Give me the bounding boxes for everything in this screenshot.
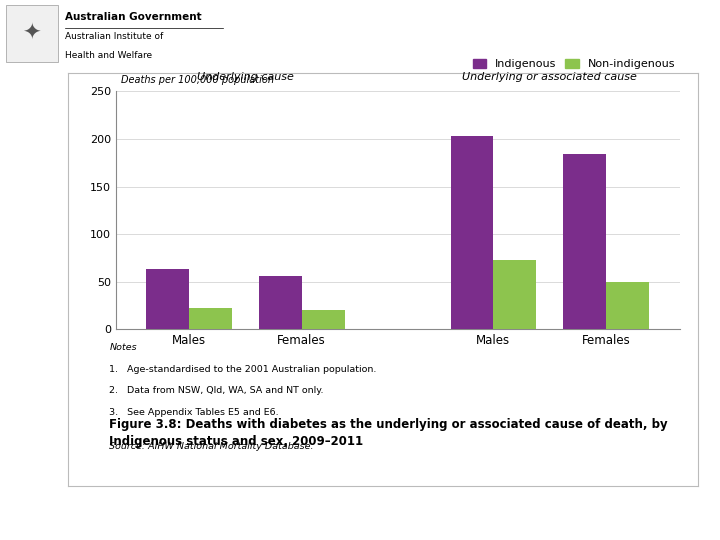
Bar [189,308,232,329]
Bar [451,136,493,329]
Text: 2.   Data from NSW, Qld, WA, SA and NT only.: 2. Data from NSW, Qld, WA, SA and NT onl… [109,387,324,395]
Bar [259,276,302,329]
Bar [563,154,606,329]
Legend: Indigenous, Non-indigenous: Indigenous, Non-indigenous [469,55,680,73]
Bar [606,282,649,329]
Text: Australian Government: Australian Government [65,12,202,22]
FancyBboxPatch shape [6,5,58,62]
Text: Notes: Notes [109,343,137,353]
Text: Deaths per 100,000 population: Deaths per 100,000 population [121,75,274,85]
Text: Underlying or associated cause: Underlying or associated cause [462,72,637,82]
Text: 1.   Age-standardised to the 2001 Australian population.: 1. Age-standardised to the 2001 Australi… [109,365,377,374]
Text: Source: AIHW National Mortality Database.: Source: AIHW National Mortality Database… [109,442,314,451]
Text: Figure 3.8: Deaths with diabetes as the underlying or associated cause of death,: Figure 3.8: Deaths with diabetes as the … [109,418,668,448]
Text: Underlying cause: Underlying cause [197,72,294,82]
Text: Australian Institute of: Australian Institute of [65,32,163,42]
Text: AIHW 2014. Cardiovascular disease, diabetes and chronic kidney disease Australia: AIHW 2014. Cardiovascular disease, diabe… [13,505,631,526]
Bar [493,260,536,329]
Bar [302,310,345,329]
Text: 3.   See Appendix Tables E5 and E6.: 3. See Appendix Tables E5 and E6. [109,408,279,417]
Text: ✦: ✦ [22,24,41,44]
Bar [146,269,189,329]
Text: Health and Welfare: Health and Welfare [65,51,152,59]
